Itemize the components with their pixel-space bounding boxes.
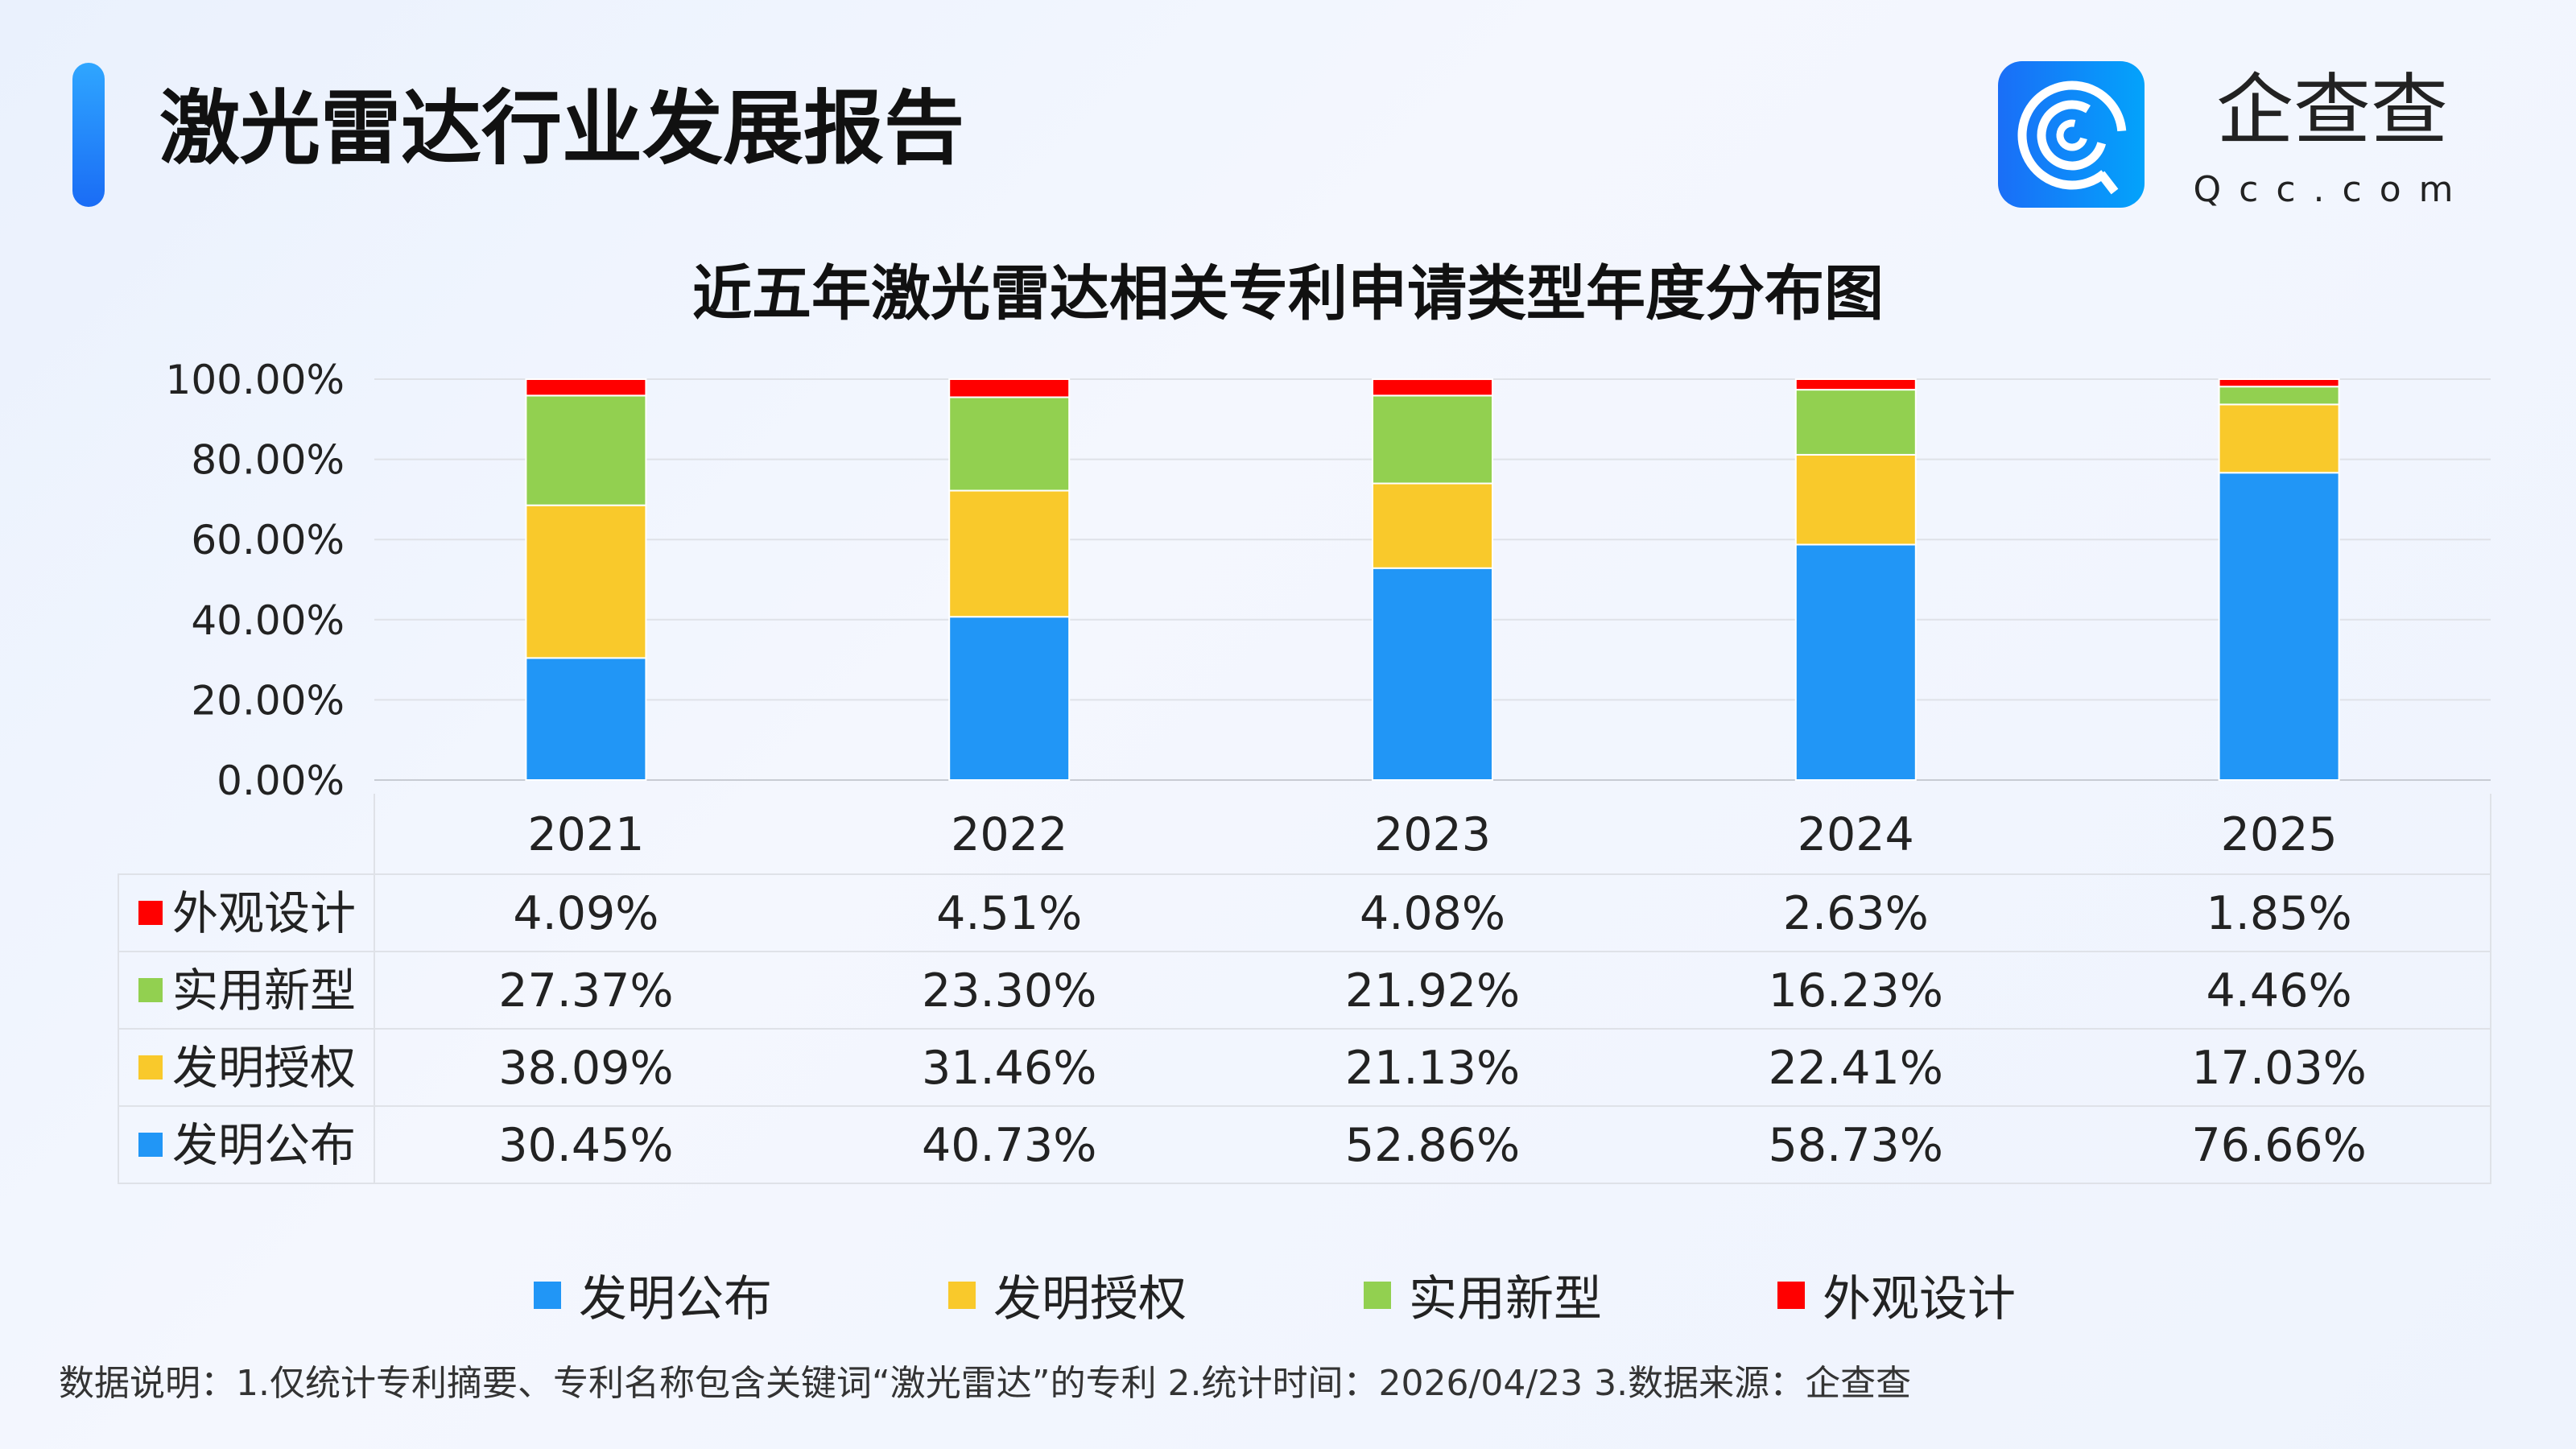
data-label: 2.63%	[1783, 887, 1929, 940]
y-tick-label: 20.00%	[191, 677, 345, 724]
bar-segment	[1372, 394, 1493, 485]
data-label: 21.13%	[1345, 1042, 1520, 1095]
data-label: 17.03%	[2191, 1042, 2366, 1095]
qcc-logo: 企查查 Qcc.com	[1998, 56, 2513, 214]
data-label: 1.85%	[2207, 887, 2352, 940]
legend-key	[138, 1055, 163, 1080]
legend-item: 发明公布	[534, 1260, 772, 1330]
logo-subtext: Qcc.com	[2194, 169, 2471, 210]
legend-item: 外观设计	[1777, 1260, 2016, 1330]
legend-label: 实用新型	[1409, 1271, 1602, 1327]
data-label: 38.09%	[498, 1042, 673, 1095]
data-label: 4.46%	[2207, 964, 2352, 1018]
legend-swatch	[1777, 1281, 1805, 1309]
data-label: 27.37%	[498, 964, 673, 1018]
page-title: 激光雷达行业发展报告	[159, 81, 964, 175]
legend-label: 外观设计	[1823, 1271, 2016, 1327]
x-category-label: 2025	[2221, 808, 2338, 861]
row-label: 发明授权	[172, 1042, 356, 1095]
data-label: 4.09%	[513, 887, 658, 940]
bar-segment	[2218, 403, 2340, 474]
y-tick-label: 60.00%	[191, 517, 345, 564]
data-label: 58.73%	[1769, 1119, 1943, 1172]
bar-segment	[525, 657, 647, 782]
legend-item: 发明授权	[948, 1260, 1187, 1330]
data-label: 40.73%	[922, 1119, 1096, 1172]
bar-segment	[948, 396, 1071, 492]
footer-note: 数据说明：1.仅统计专利摘要、专利名称包含关键词“激光雷达”的专利 2.统计时间…	[59, 1363, 1912, 1404]
legend-swatch	[1364, 1281, 1391, 1309]
y-tick-label: 40.00%	[191, 597, 345, 644]
y-tick-label: 100.00%	[166, 357, 345, 403]
row-label: 实用新型	[172, 964, 356, 1018]
bar-segment	[948, 378, 1071, 398]
legend-key	[138, 901, 163, 925]
data-label: 52.86%	[1345, 1119, 1520, 1172]
data-label: 4.08%	[1360, 887, 1505, 940]
legend-key	[138, 978, 163, 1002]
bar-segment	[1794, 453, 1917, 546]
y-tick-label: 80.00%	[191, 437, 345, 484]
bar-segment	[1372, 567, 1493, 781]
bar-segment	[948, 489, 1071, 618]
data-label: 4.51%	[936, 887, 1082, 940]
legend-swatch	[534, 1281, 561, 1309]
legend-label: 发明授权	[993, 1271, 1187, 1327]
data-label: 22.41%	[1769, 1042, 1943, 1095]
legend-swatch	[948, 1281, 976, 1309]
y-tick-label: 0.00%	[217, 758, 345, 804]
bar-segment	[2218, 386, 2340, 406]
data-label: 31.46%	[922, 1042, 1096, 1095]
row-label: 外观设计	[172, 887, 356, 940]
legend-key	[138, 1133, 163, 1157]
x-category-label: 2024	[1798, 808, 1914, 861]
bar-segment	[1794, 378, 1917, 391]
bar-segment	[1794, 543, 1917, 781]
title-accent-bar	[72, 63, 105, 207]
x-category-label: 2021	[527, 808, 644, 861]
x-category-label: 2022	[951, 808, 1067, 861]
bar-segment	[525, 378, 647, 397]
legend-item: 实用新型	[1364, 1260, 1602, 1330]
bar-segment	[1372, 482, 1493, 569]
bar-segment	[2218, 472, 2340, 782]
bar-segment	[525, 394, 647, 506]
data-label: 30.45%	[498, 1119, 673, 1172]
chart-title: 近五年激光雷达相关专利申请类型年度分布图	[692, 259, 1884, 328]
bar-segment	[948, 616, 1071, 782]
row-label: 发明公布	[172, 1119, 356, 1172]
data-label: 16.23%	[1769, 964, 1943, 1018]
bar-segment	[2218, 378, 2340, 388]
bar-segment	[1372, 378, 1493, 397]
data-label: 76.66%	[2191, 1119, 2366, 1172]
data-label: 23.30%	[922, 964, 1096, 1018]
legend-label: 发明公布	[579, 1271, 772, 1327]
data-label: 21.92%	[1345, 964, 1520, 1018]
logo-text: 企查查	[2216, 65, 2448, 155]
x-category-label: 2023	[1374, 808, 1491, 861]
bar-segment	[1794, 389, 1917, 456]
legend: 发明公布 发明授权 实用新型 外观设计	[0, 1260, 2576, 1327]
bar-segment	[525, 504, 647, 659]
